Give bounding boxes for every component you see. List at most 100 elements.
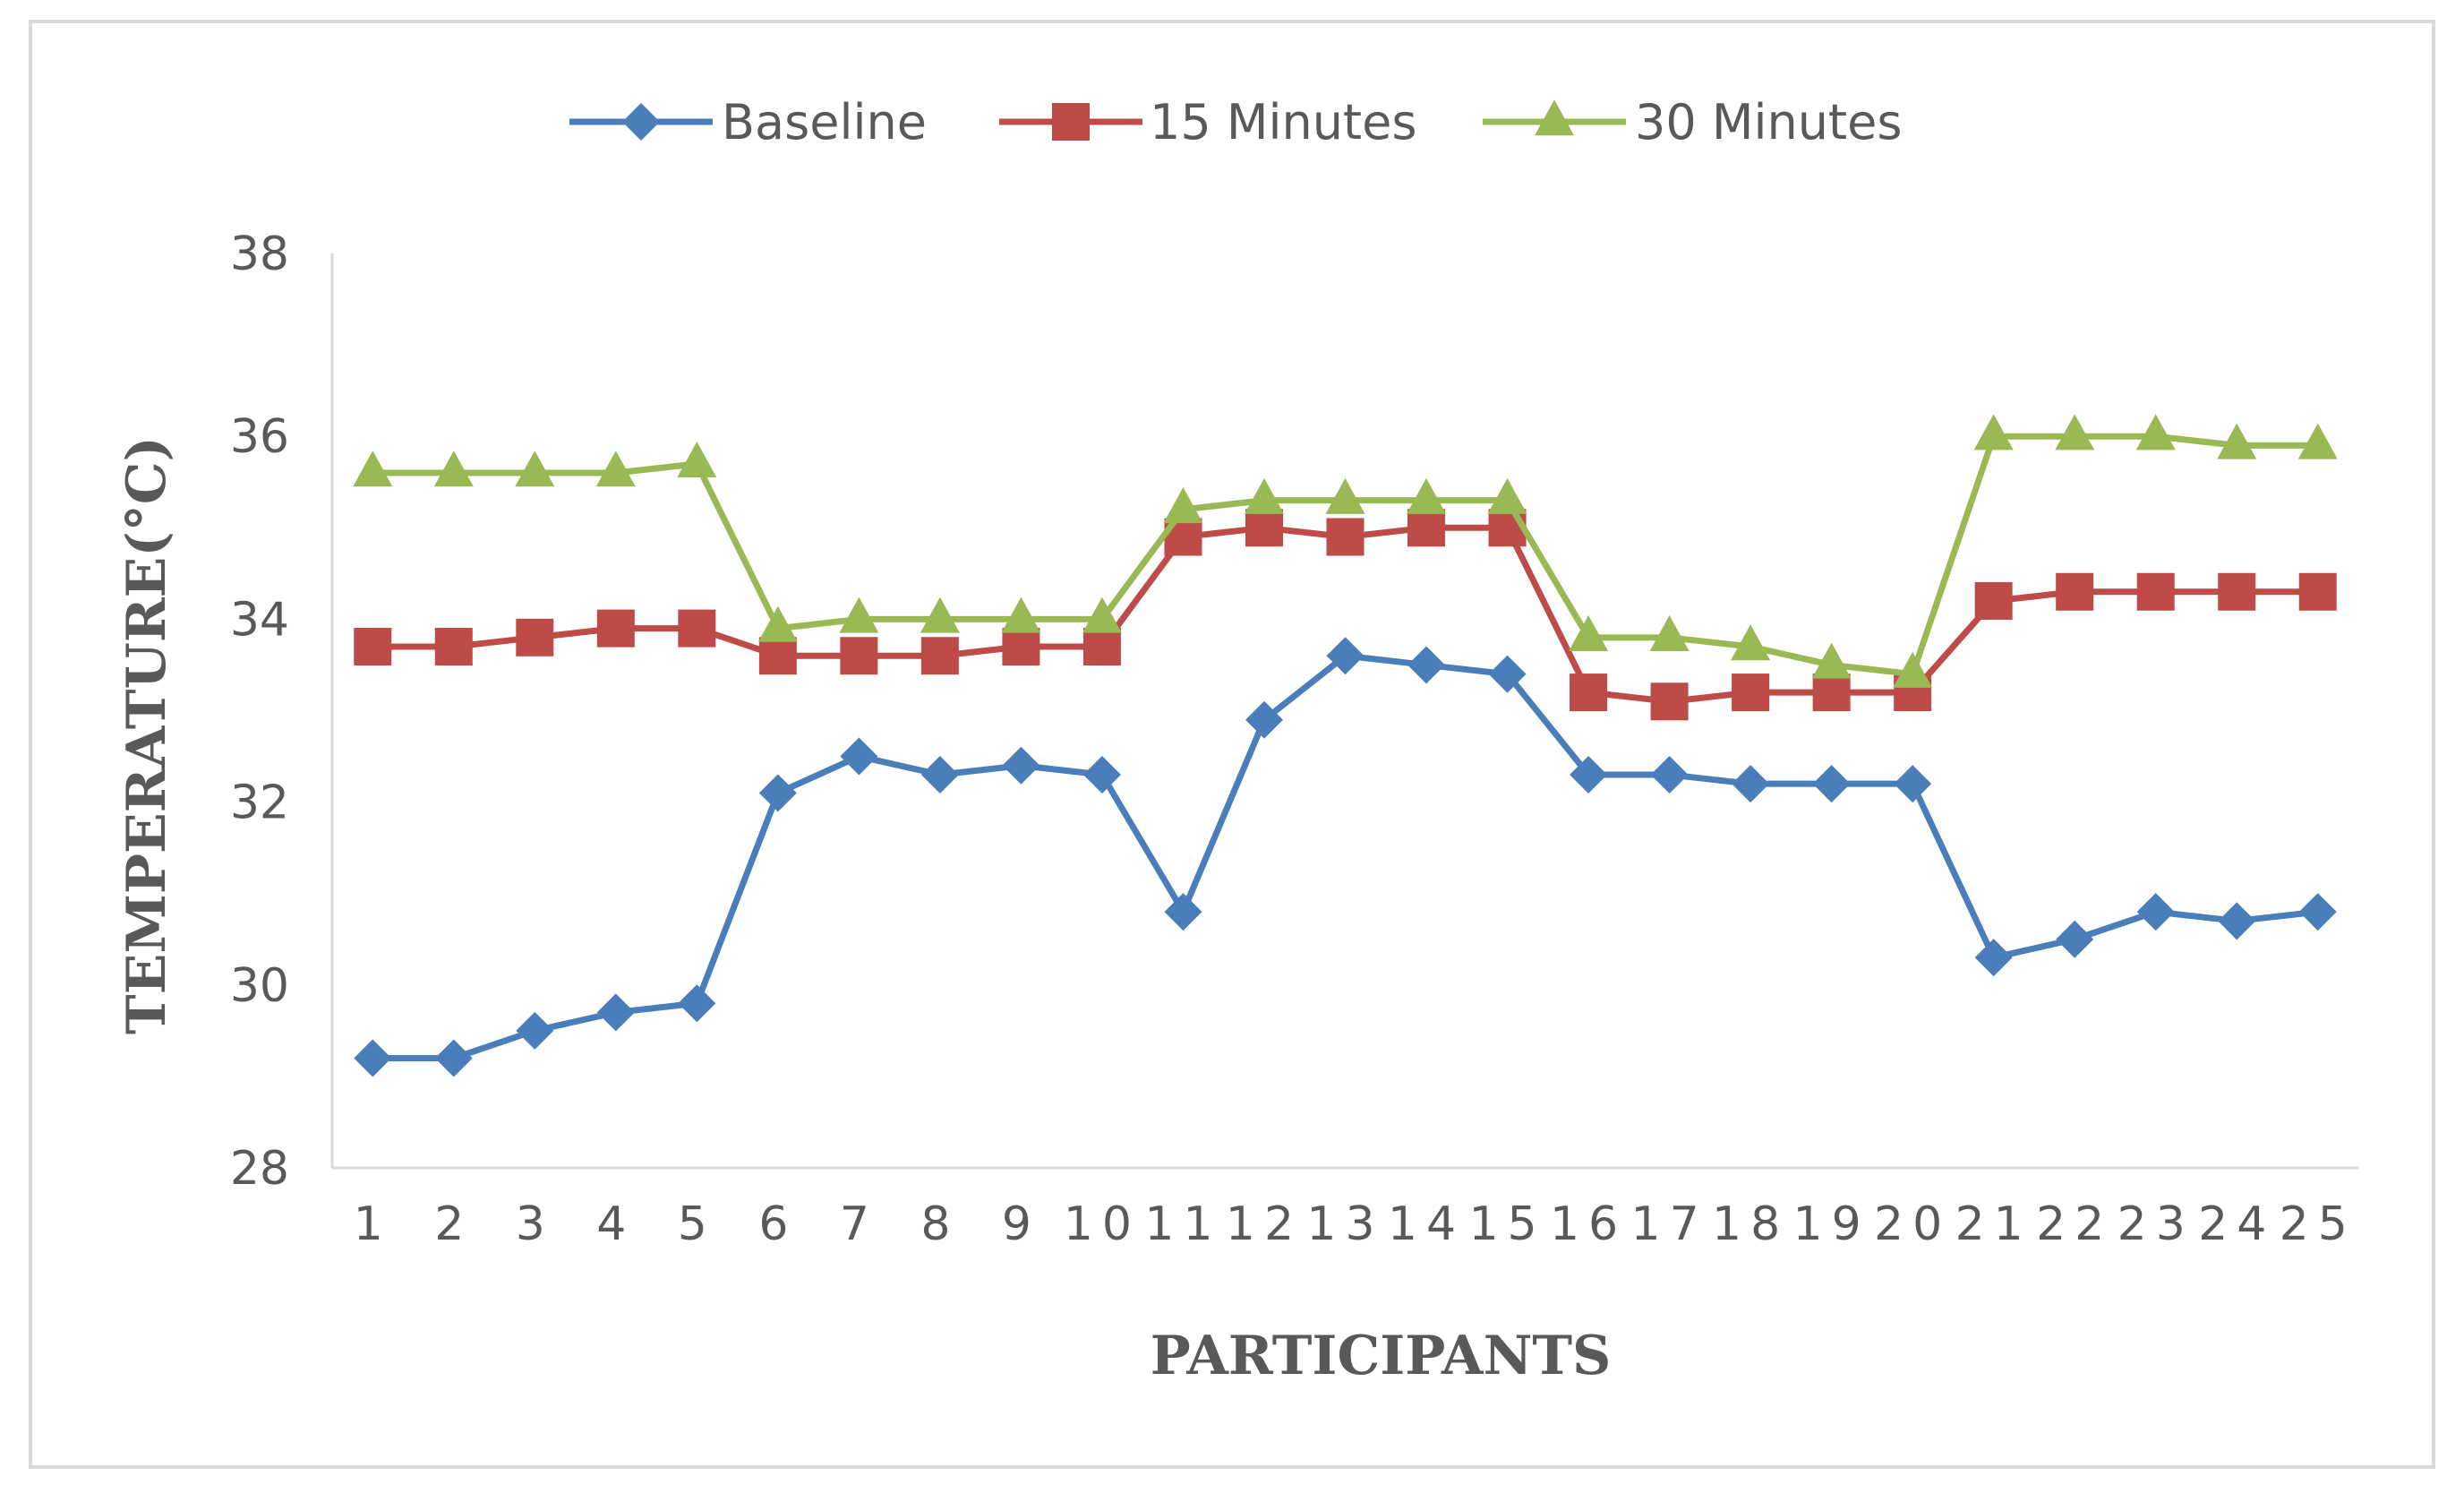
data-point-30-minutes: [1811, 642, 1852, 679]
data-point-30-minutes: [1487, 477, 1527, 514]
data-point-30-minutes: [1649, 615, 1690, 652]
data-point-15-minutes: [434, 628, 473, 666]
y-tick-label: 36: [230, 410, 289, 464]
x-tick-label: 7: [840, 1197, 878, 1251]
data-point-15-minutes: [1326, 518, 1365, 556]
legend-marker-15-minutes: [1052, 103, 1090, 141]
data-point-30-minutes: [1082, 596, 1122, 633]
data-point-baseline: [1326, 637, 1365, 675]
x-tick-label: 8: [920, 1197, 959, 1251]
data-point-30-minutes: [920, 596, 960, 633]
legend-item-15-minutes: 15 Minutes: [999, 94, 1416, 150]
data-point-30-minutes: [1163, 487, 1203, 524]
legend-item-30-minutes: 30 Minutes: [1483, 94, 1902, 150]
y-axis-title: TEMPERATURE(°C): [116, 436, 178, 1034]
legend-label-15-minutes: 15 Minutes: [1150, 94, 1416, 150]
y-tick-label: 28: [230, 1142, 289, 1196]
x-tick-label: 24: [2198, 1197, 2275, 1251]
x-tick-label: 5: [678, 1197, 716, 1251]
data-point-baseline: [2298, 893, 2337, 931]
x-tick-label: 15: [1468, 1197, 1545, 1251]
data-point-baseline: [1732, 765, 1770, 803]
data-point-30-minutes: [839, 596, 879, 633]
data-point-15-minutes: [1732, 674, 1770, 712]
x-tick-label: 6: [758, 1197, 797, 1251]
legend-item-baseline: Baseline: [569, 94, 927, 150]
data-point-baseline: [1570, 755, 1608, 794]
data-point-15-minutes: [1488, 509, 1527, 547]
data-point-15-minutes: [1570, 674, 1608, 712]
y-tick-label: 34: [230, 593, 289, 647]
x-tick-label: 21: [1955, 1197, 2032, 1251]
y-tick-labels: 28 30 32 34 36 38: [230, 227, 289, 1196]
y-tick-label: 38: [230, 227, 289, 281]
chart-frame: Baseline 15 Minutes 30 Minutes 28 30 32 34 36 3…: [29, 20, 2435, 1469]
x-tick-label: 17: [1630, 1197, 1707, 1251]
series-group: [353, 414, 2338, 1077]
data-point-15-minutes: [920, 637, 959, 675]
data-point-15-minutes: [678, 609, 716, 648]
x-tick-label: 2: [434, 1197, 473, 1251]
data-point-15-minutes: [1407, 509, 1446, 547]
x-tick-label: 20: [1874, 1197, 1951, 1251]
data-point-15-minutes: [1082, 628, 1121, 666]
legend-label-30-minutes: 30 Minutes: [1635, 94, 1902, 150]
data-point-baseline: [2136, 893, 2175, 931]
data-point-baseline: [1488, 655, 1527, 693]
data-point-baseline: [434, 1039, 473, 1077]
x-axis-title: PARTICIPANTS: [1151, 1325, 1612, 1387]
x-tick-label: 25: [2280, 1197, 2357, 1251]
x-tick-label: 1: [354, 1197, 392, 1251]
data-point-baseline: [516, 1011, 554, 1050]
data-point-baseline: [1002, 746, 1040, 785]
x-tick-label: 3: [516, 1197, 554, 1251]
x-tick-label: 10: [1064, 1197, 1141, 1251]
legend: Baseline 15 Minutes 30 Minutes: [569, 94, 1902, 150]
data-point-15-minutes: [596, 609, 635, 648]
data-point-baseline: [1650, 755, 1689, 794]
data-point-30-minutes: [1407, 477, 1447, 514]
x-tick-label: 11: [1144, 1197, 1221, 1251]
x-tick-label: 4: [596, 1197, 635, 1251]
data-point-15-minutes: [758, 637, 797, 675]
data-point-30-minutes: [677, 442, 717, 478]
series-15-minutes: [354, 509, 2337, 721]
data-point-baseline: [678, 984, 716, 1023]
legend-marker-30-minutes: [1535, 99, 1574, 136]
legend-label-baseline: Baseline: [722, 94, 927, 150]
data-point-15-minutes: [1974, 581, 2013, 620]
data-point-15-minutes: [2136, 572, 2175, 611]
data-point-15-minutes: [1002, 628, 1040, 666]
data-point-30-minutes: [2217, 423, 2257, 459]
data-point-baseline: [2056, 920, 2094, 958]
data-point-baseline: [758, 774, 797, 812]
data-point-30-minutes: [757, 605, 798, 642]
x-tick-label: 23: [2118, 1197, 2194, 1251]
legend-marker-baseline: [622, 103, 660, 141]
y-tick-label: 32: [230, 777, 289, 830]
x-tick-labels: 1 2 3 4 5 6 7 8 9 10 11 12 13 14 15 16 17 18 19 20 21 22 23 24 2…: [354, 1197, 2357, 1251]
data-point-baseline: [1812, 765, 1851, 803]
data-point-30-minutes: [433, 450, 474, 487]
line-chart: Baseline 15 Minutes 30 Minutes 28303234363…: [116, 94, 2358, 1387]
x-tick-label: 14: [1388, 1197, 1465, 1251]
x-tick-label: 18: [1712, 1197, 1789, 1251]
data-point-30-minutes: [2055, 414, 2095, 450]
data-point-30-minutes: [1893, 651, 1933, 688]
data-point-baseline: [840, 737, 878, 776]
data-point-30-minutes: [1244, 477, 1284, 514]
series-30-minutes: [353, 414, 2338, 688]
series-line-baseline: [372, 652, 2319, 1061]
data-point-15-minutes: [1650, 682, 1689, 721]
data-point-30-minutes: [1001, 596, 1041, 633]
data-point-30-minutes: [1569, 615, 1609, 652]
data-point-baseline: [2218, 902, 2256, 940]
data-point-baseline: [920, 755, 959, 794]
data-point-15-minutes: [2056, 572, 2094, 611]
data-point-15-minutes: [840, 637, 878, 675]
data-point-baseline: [1407, 646, 1446, 684]
data-point-baseline: [1974, 939, 2013, 977]
x-tick-label: 22: [2036, 1197, 2113, 1251]
axes: [330, 253, 2358, 1170]
data-point-15-minutes: [2218, 572, 2256, 611]
